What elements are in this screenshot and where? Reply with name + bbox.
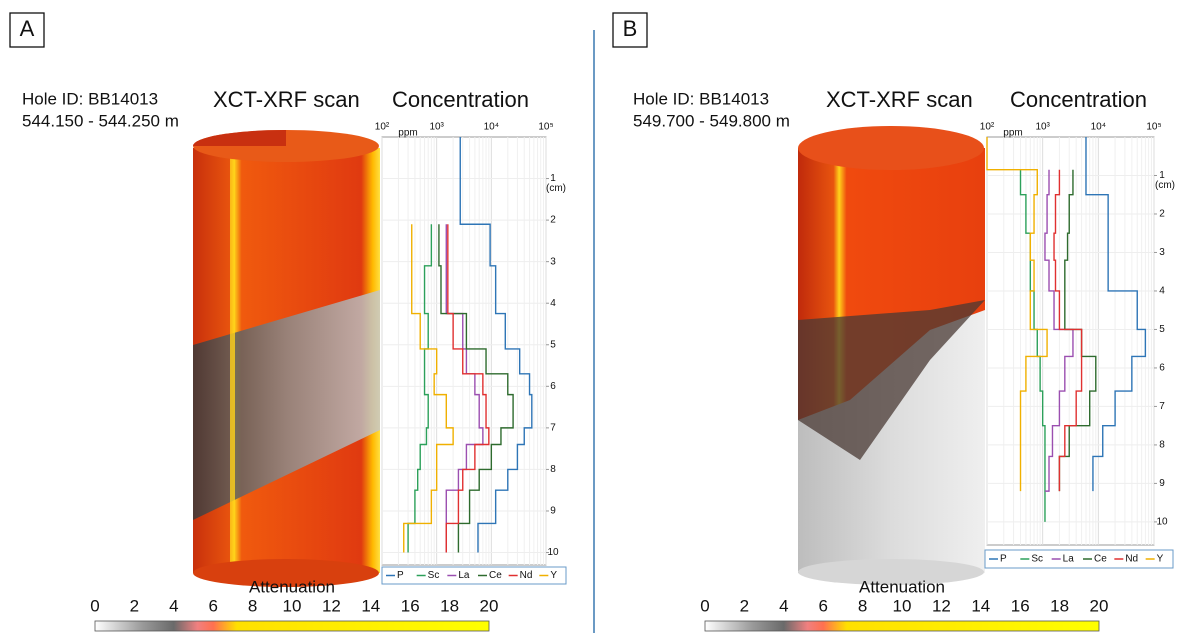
- colorbar-tick-label: 0: [700, 596, 709, 615]
- y-axis-label: (cm): [546, 183, 566, 194]
- y-tick-label: 1: [1159, 170, 1165, 181]
- panel-label-box: [9, 12, 45, 48]
- series-line: [407, 224, 433, 553]
- colorbar-tick-label: 18: [440, 596, 459, 615]
- y-tick-label: 1: [550, 173, 556, 184]
- x-tick-label: 10³: [429, 122, 444, 133]
- x-tick-label: 10⁵: [538, 122, 553, 133]
- x-tick-label: 10³: [1035, 122, 1050, 133]
- core-image: [798, 126, 985, 585]
- legend-label: P: [1000, 554, 1007, 565]
- y-tick-label: 8: [550, 464, 556, 475]
- y-tick-label: 6: [1159, 363, 1165, 374]
- panel-label-box: [612, 12, 648, 48]
- colorbar: [94, 620, 490, 632]
- image-title: XCT-XRF scan: [213, 87, 360, 112]
- y-tick-label: 5: [1159, 324, 1165, 335]
- x-tick-label: 10⁴: [484, 122, 499, 133]
- x-axis-label: ppm: [1003, 128, 1022, 139]
- plot-area: [381, 136, 547, 566]
- legend-label: La: [458, 570, 470, 581]
- legend-label: Sc: [1031, 554, 1043, 565]
- panel-label: B: [623, 16, 638, 41]
- x-tick-label: 10²: [980, 122, 995, 133]
- series-line: [1085, 137, 1147, 492]
- y-tick-label: 4: [550, 298, 556, 309]
- colorbar-tick-label: 8: [248, 596, 257, 615]
- legend-box: [381, 566, 567, 585]
- y-tick-label: 4: [1159, 286, 1165, 297]
- chart-title: Concentration: [1010, 87, 1147, 112]
- y-tick-label: 7: [1159, 401, 1165, 412]
- legend-label: Nd: [1125, 554, 1138, 565]
- colorbar-tick-label: 12: [932, 596, 951, 615]
- y-tick-label: 9: [550, 506, 556, 517]
- colorbar-tick-label: 14: [971, 596, 990, 615]
- plot-area: [986, 136, 1155, 546]
- x-tick-label: 10⁴: [1091, 122, 1106, 133]
- y-tick-label: 9: [1159, 478, 1165, 489]
- panel-label: A: [20, 16, 35, 41]
- hole-id: Hole ID: BB14013: [633, 89, 769, 108]
- y-tick-label: 2: [550, 215, 556, 226]
- legend-box: [984, 549, 1174, 569]
- series-line: [445, 224, 484, 553]
- x-tick-label: 10²: [375, 122, 390, 133]
- legend-label: La: [1063, 554, 1075, 565]
- colorbar: [704, 620, 1100, 632]
- legend-label: Y: [550, 570, 557, 581]
- colorbar-tick-label: 4: [779, 596, 788, 615]
- series-line: [1053, 169, 1083, 492]
- colorbar-tick-label: 20: [1090, 596, 1109, 615]
- legend-label: Y: [1157, 554, 1164, 565]
- colorbar-tick-label: 10: [283, 596, 302, 615]
- colorbar-tick-label: 4: [169, 596, 178, 615]
- legend-label: Sc: [428, 570, 440, 581]
- colorbar-tick-label: 12: [322, 596, 341, 615]
- hole-id: Hole ID: BB14013: [22, 89, 158, 108]
- colorbar-tick-label: 10: [893, 596, 912, 615]
- series-line: [445, 224, 490, 553]
- legend-label: Ce: [489, 570, 502, 581]
- legend-label: P: [397, 570, 404, 581]
- x-tick-label: 10⁵: [1146, 122, 1161, 133]
- y-tick-label: 3: [550, 256, 556, 267]
- colorbar-tick-label: 16: [1011, 596, 1030, 615]
- colorbar-tick-label: 0: [90, 596, 99, 615]
- core-image: [193, 130, 380, 587]
- legend-label: Ce: [1094, 554, 1107, 565]
- series-line: [403, 224, 454, 553]
- legend-label: Nd: [520, 570, 533, 581]
- y-tick-label: 3: [1159, 247, 1165, 258]
- y-tick-label: 8: [1159, 440, 1165, 451]
- y-tick-label: 5: [550, 339, 556, 350]
- image-title: XCT-XRF scan: [826, 87, 973, 112]
- series-line: [986, 137, 1048, 492]
- y-tick-label: 2: [1159, 209, 1165, 220]
- colorbar-tick-label: 14: [361, 596, 380, 615]
- colorbar-tick-label: 16: [401, 596, 420, 615]
- colorbar-tick-label: 8: [858, 596, 867, 615]
- colorbar-tick-label: 6: [818, 596, 827, 615]
- colorbar-title: Attenuation: [249, 577, 335, 596]
- y-tick-label: 6: [550, 381, 556, 392]
- colorbar-tick-label: 18: [1050, 596, 1069, 615]
- series-line: [459, 137, 533, 553]
- depth-interval: 544.150 - 544.250 m: [22, 111, 179, 130]
- chart-title: Concentration: [392, 87, 529, 112]
- y-tick-label: 10: [1156, 517, 1168, 528]
- colorbar-tick-label: 2: [740, 596, 749, 615]
- x-axis-label: ppm: [398, 128, 417, 139]
- colorbar-tick-label: 20: [480, 596, 499, 615]
- y-tick-label: 7: [550, 423, 556, 434]
- colorbar-tick-label: 6: [208, 596, 217, 615]
- depth-interval: 549.700 - 549.800 m: [633, 111, 790, 130]
- y-tick-label: 10: [547, 547, 559, 558]
- colorbar-tick-label: 2: [130, 596, 139, 615]
- y-axis-label: (cm): [1155, 180, 1175, 191]
- colorbar-title: Attenuation: [859, 577, 945, 596]
